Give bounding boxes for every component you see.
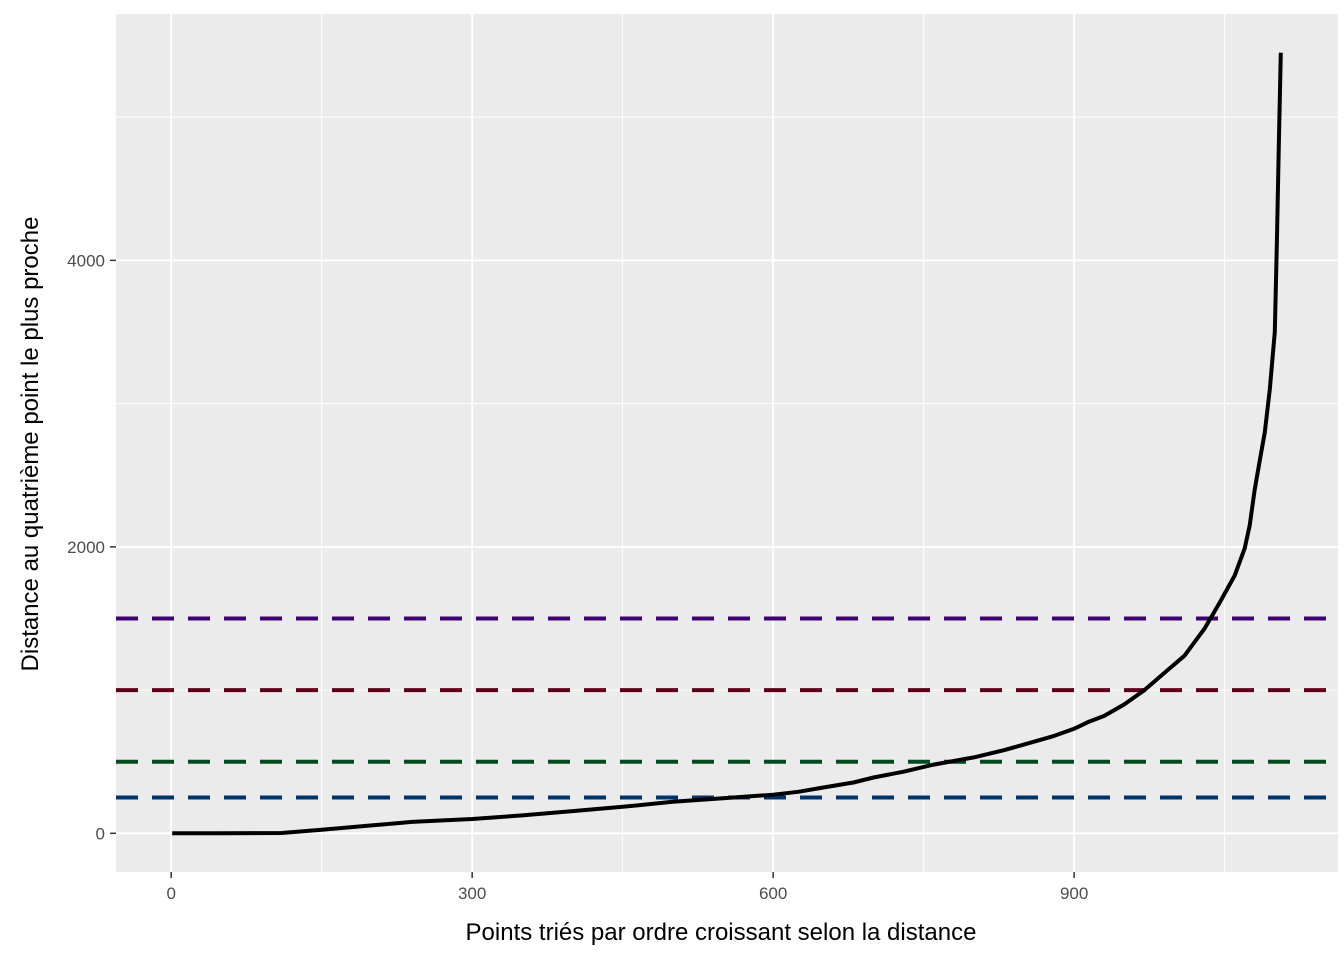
minor-gridlines [116, 14, 1338, 872]
x-tick-label: 600 [759, 884, 787, 903]
y-axis: 0 2000 4000 [67, 251, 116, 843]
major-gridlines [116, 14, 1338, 872]
y-tick-label: 0 [96, 824, 105, 843]
x-axis-title: Points triés par ordre croissant selon l… [466, 919, 977, 946]
series-group [172, 52, 1283, 836]
x-tick-label: 900 [1060, 884, 1088, 903]
x-tick-label: 0 [166, 884, 175, 903]
y-tick-label: 2000 [67, 538, 105, 557]
x-tick-label: 300 [458, 884, 486, 903]
reference-lines [116, 616, 1338, 800]
x-axis: 0 300 600 900 [166, 872, 1088, 903]
plot-panel [116, 14, 1338, 872]
y-tick-label: 4000 [67, 251, 105, 270]
y-axis-title: Distance au quatrième point le plus proc… [17, 217, 44, 672]
series-line [172, 52, 1283, 836]
